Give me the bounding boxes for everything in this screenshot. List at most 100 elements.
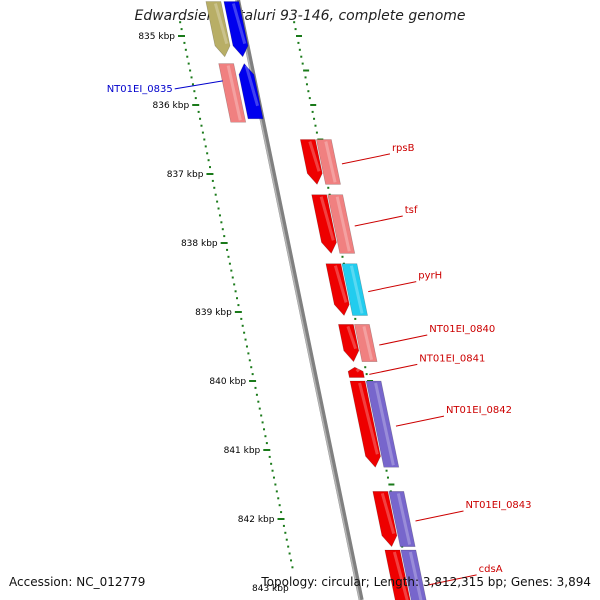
outer-scale-tick	[307, 90, 310, 93]
inner-scale-tick	[270, 462, 273, 465]
gene-feature-sheen	[213, 3, 229, 45]
inner-scale-tick	[258, 407, 261, 410]
inner-scale-tick	[254, 386, 257, 389]
inner-scale-tick	[191, 83, 194, 86]
inner-scale-tick	[220, 242, 228, 244]
outer-scale-tick	[354, 317, 357, 320]
inner-scale-tick	[249, 380, 257, 382]
gene-feature-sheen	[362, 326, 374, 361]
gene-feature-f9	[325, 263, 350, 316]
scale-tick-label: 843 kbp	[252, 584, 289, 594]
gene-feature-sheen	[335, 196, 351, 252]
inner-scale-tick	[190, 76, 193, 79]
gene-label: NT01EI_0843	[465, 500, 531, 511]
gene-feature-f3	[218, 63, 247, 123]
inner-scale-tick	[233, 283, 236, 286]
scale-tick-label: 837 kbp	[167, 170, 204, 180]
accession-text: Accession: NC_012779	[9, 575, 146, 589]
gene-feature-sheen	[374, 382, 395, 466]
label-leader	[369, 363, 418, 375]
inner-scale-tick	[183, 41, 186, 44]
scale-tick-label: 841 kbp	[224, 446, 261, 456]
outer-scale-tick	[300, 55, 303, 58]
outer-scale-tick	[310, 104, 317, 106]
gene-feature-f1	[205, 1, 231, 58]
label-leader	[415, 510, 464, 522]
inner-scale-tick	[282, 524, 285, 527]
gene-label: NT01EI_0841	[419, 353, 485, 364]
inner-scale-tick	[277, 518, 285, 520]
inner-scale-tick	[271, 469, 274, 472]
inner-scale-tick	[227, 255, 230, 258]
gene-feature-f10	[341, 263, 368, 316]
inner-scale-tick	[237, 304, 240, 307]
inner-scale-tick	[263, 449, 271, 451]
inner-scale-tick	[280, 511, 283, 514]
inner-scale-tick	[248, 359, 251, 362]
gene-feature-f17	[388, 491, 416, 547]
outer-scale-tick	[293, 21, 296, 24]
outer-scale-tick	[298, 48, 301, 51]
outer-scale-tick	[364, 366, 367, 369]
inner-scale-tick	[199, 117, 202, 120]
label-leader	[341, 153, 391, 165]
gene-feature-f5	[299, 139, 323, 185]
inner-scale-tick	[206, 152, 209, 155]
inner-scale-tick	[179, 21, 182, 24]
label-leader	[428, 574, 477, 586]
topology-text: Topology: circular; Length: 3,812,315 bp…	[261, 575, 591, 589]
gene-feature-f12	[354, 324, 378, 362]
gene-feature-sheen	[358, 382, 379, 455]
inner-scale-tick	[264, 435, 267, 438]
inner-scale-tick	[272, 476, 275, 479]
inner-scale-tick	[234, 290, 237, 293]
tick-layer: 835 kbp 836 kbp 837 kbp 838 kbp 839 kbp 840 k…	[138, 21, 409, 594]
inner-scale-tick	[243, 331, 246, 334]
inner-scale-tick	[204, 145, 207, 148]
inner-scale-tick	[226, 248, 229, 251]
outer-scale-tick	[304, 76, 307, 79]
inner-scale-tick	[193, 90, 196, 93]
inner-scale-tick	[192, 104, 200, 106]
gene-feature-sheen	[244, 65, 260, 107]
inner-scale-tick	[247, 352, 250, 355]
gene-feature-f7	[311, 194, 337, 254]
inner-scale-tick	[291, 566, 294, 569]
gene-feature-sheen	[380, 492, 396, 535]
inner-scale-tick	[278, 504, 281, 507]
inner-scale-tick	[241, 324, 244, 327]
inner-scale-tick	[186, 55, 189, 58]
scale-tick-label: 838 kbp	[181, 239, 218, 249]
labels-layer: NT01EI_0835 rpsB tsf pyrH NT01EI_0840 NT01EI_…	[107, 80, 532, 586]
gene-feature-sheen	[392, 551, 409, 600]
gene-feature-sheen	[396, 493, 412, 545]
label-leader	[368, 281, 417, 293]
inner-scale-tick	[284, 531, 287, 534]
outer-scale-tick	[386, 476, 389, 479]
outer-scale-tick	[303, 69, 310, 72]
inner-scale-tick	[197, 110, 200, 113]
gene-feature-sheen	[355, 368, 360, 373]
inner-scale-tick	[263, 428, 266, 431]
gene-feature-sheen	[324, 141, 337, 183]
outer-scale-tick	[308, 97, 311, 100]
inner-scale-tick	[261, 421, 264, 424]
inner-scale-tick	[285, 538, 288, 541]
gene-label: rpsB	[392, 143, 415, 154]
gene-feature-f8	[327, 194, 356, 254]
inner-scale-tick	[214, 193, 217, 196]
inner-scale-tick	[277, 497, 280, 500]
outer-scale-tick	[301, 62, 304, 65]
gene-label: pyrH	[418, 271, 442, 282]
gene-feature-f19	[400, 549, 427, 600]
inner-scale-tick	[211, 179, 214, 182]
inner-scale-tick	[275, 490, 278, 493]
gene-feature-f16	[372, 491, 398, 548]
label-leader	[354, 215, 403, 227]
inner-scale-tick	[207, 159, 210, 162]
gene-feature-f4	[238, 63, 264, 120]
outer-scale-tick	[294, 28, 297, 31]
inner-scale-tick	[178, 35, 185, 37]
label-leader	[174, 80, 223, 90]
gene-feature-f11	[338, 324, 360, 363]
